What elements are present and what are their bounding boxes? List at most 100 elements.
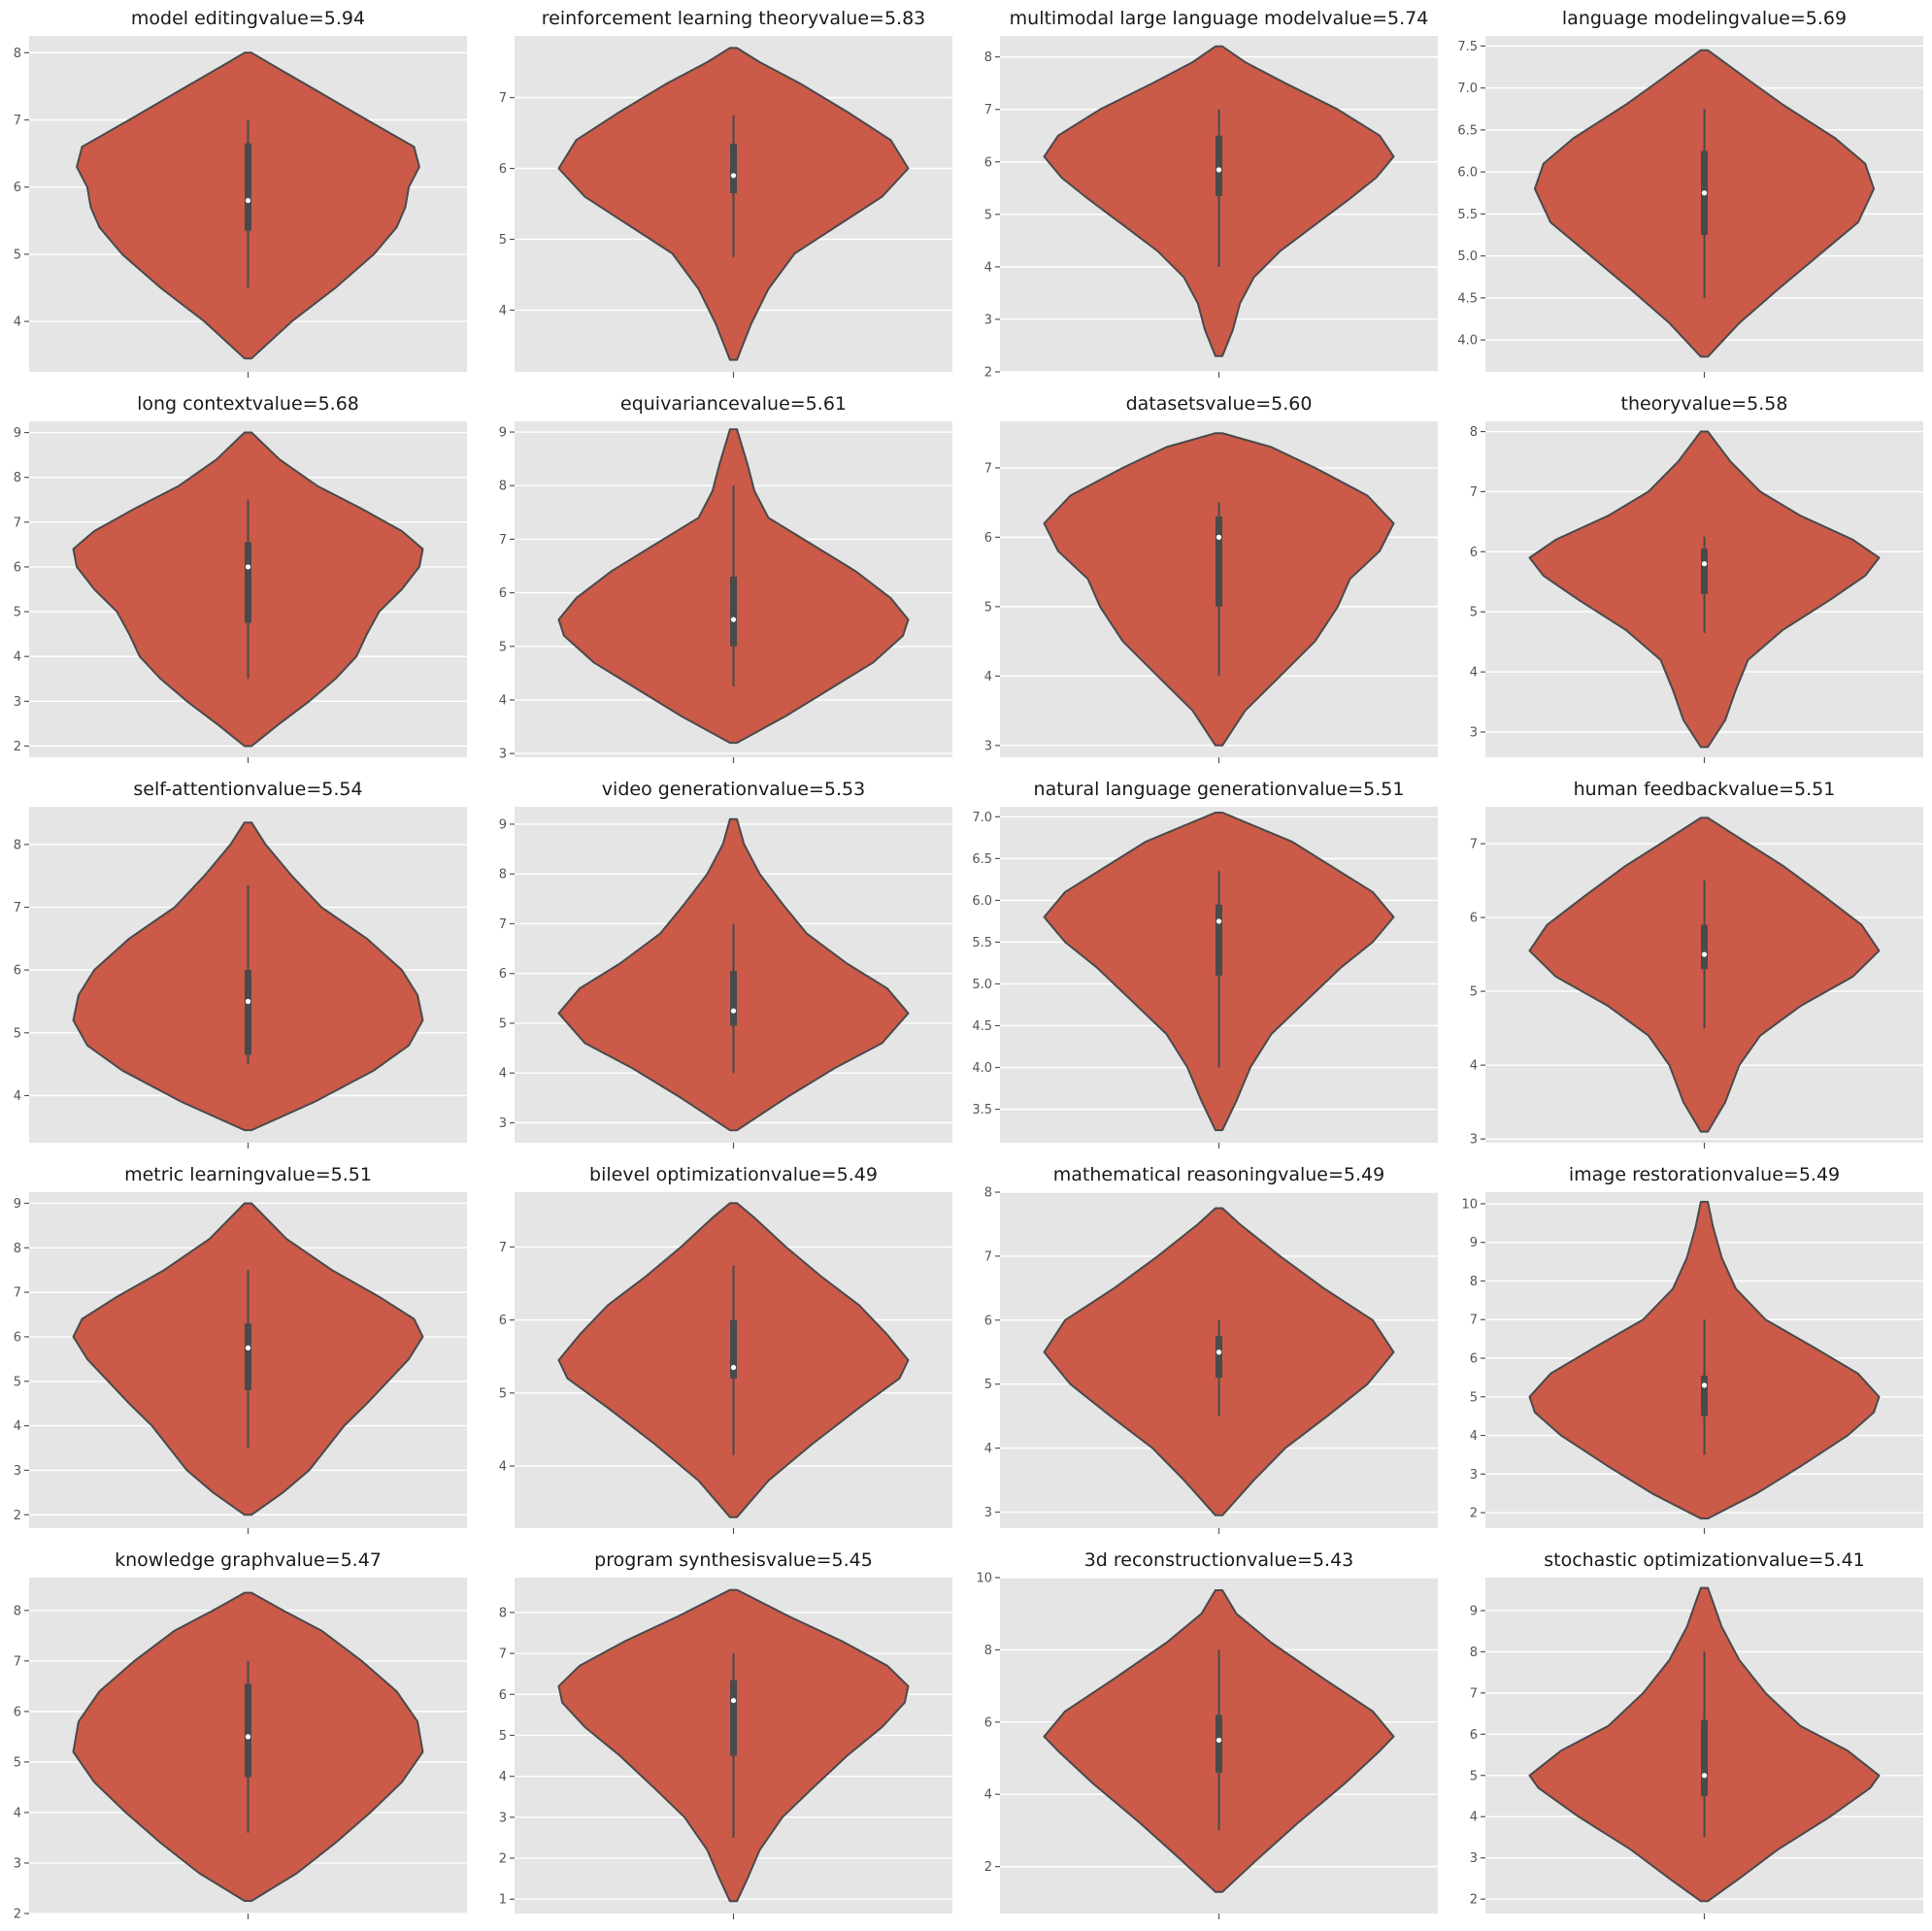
y-tick-label: 4 — [984, 670, 992, 684]
y-tick-label: 6 — [984, 531, 992, 546]
y-tick-label: 5 — [14, 1026, 21, 1041]
violin-panel-19: 2 4 6 8 10 3d reconstructionvalue=5.43 — [976, 1549, 1438, 1919]
y-tick-label: 4 — [1470, 1429, 1478, 1444]
y-tick-label: 7 — [984, 103, 992, 117]
y-tick-label: 2 — [984, 1860, 992, 1875]
y-tick-label: 5.0 — [1457, 250, 1478, 264]
violin-panel-4: 4.0 4.5 5.0 5.5 6.0 6.5 7.0 7.5 language modelin… — [1457, 8, 1923, 378]
y-tick-label: 4 — [499, 304, 507, 318]
median-dot — [1216, 1737, 1222, 1744]
y-tick-label: 4 — [984, 1442, 992, 1456]
y-tick-label: 9 — [499, 817, 507, 832]
y-tick-label: 9 — [14, 1197, 21, 1212]
y-tick-label: 8 — [14, 471, 21, 485]
panel-title: knowledge graphvalue=5.47 — [115, 1549, 382, 1571]
violin-panel-14: 4 5 6 7 bilevel optimizationvalue=5.49 — [499, 1164, 952, 1534]
y-tick-label: 7 — [1470, 838, 1478, 852]
y-tick-label: 7 — [14, 114, 21, 128]
y-tick-label: 3 — [14, 1856, 21, 1871]
y-tick-label: 6.5 — [1457, 123, 1478, 138]
violin-panel-8: 3 4 5 6 7 8 theoryvalue=5.58 — [1470, 393, 1923, 763]
y-tick-label: 4 — [14, 316, 21, 330]
y-tick-label: 5 — [984, 1378, 992, 1392]
panel-title: image restorationvalue=5.49 — [1569, 1164, 1840, 1185]
panel-title: theoryvalue=5.58 — [1621, 393, 1788, 415]
y-tick-label: 3 — [14, 1464, 21, 1479]
median-dot — [1701, 561, 1708, 567]
y-tick-label: 9 — [1470, 1236, 1478, 1250]
y-tick-label: 7 — [14, 1286, 21, 1301]
y-tick-label: 5 — [1470, 606, 1478, 620]
y-tick-label: 1 — [499, 1893, 507, 1908]
y-tick-label: 6 — [1470, 1728, 1478, 1743]
median-dot — [1216, 918, 1222, 924]
y-tick-label: 5 — [499, 1729, 507, 1744]
y-tick-label: 5 — [984, 600, 992, 615]
y-tick-label: 7 — [499, 1241, 507, 1255]
y-tick-label: 7 — [14, 516, 21, 530]
y-tick-label: 4 — [984, 1788, 992, 1803]
y-tick-label: 4 — [1470, 1811, 1478, 1825]
y-tick-label: 3 — [984, 1506, 992, 1520]
violin-panel-7: 3 4 5 6 7 datasetsvalue=5.60 — [984, 393, 1438, 763]
median-dot — [1701, 190, 1708, 196]
y-tick-label: 4.5 — [1457, 291, 1478, 306]
panel-title: 3d reconstructionvalue=5.43 — [1084, 1549, 1354, 1571]
y-tick-label: 2 — [14, 1908, 21, 1922]
y-tick-label: 3 — [499, 748, 507, 762]
y-tick-label: 6 — [499, 162, 507, 177]
median-dot — [245, 1345, 251, 1350]
y-tick-label: 8 — [1470, 1646, 1478, 1660]
y-tick-label: 5 — [1470, 1769, 1478, 1783]
y-tick-label: 5 — [499, 640, 507, 654]
y-tick-label: 7 — [499, 917, 507, 932]
panel-title: natural language generationvalue=5.51 — [1034, 779, 1405, 800]
y-tick-label: 8 — [499, 1606, 507, 1620]
panel-title: human feedbackvalue=5.51 — [1574, 779, 1836, 800]
median-dot — [1216, 534, 1222, 540]
y-tick-label: 8 — [14, 47, 21, 61]
y-tick-label: 6.0 — [972, 894, 992, 909]
violin-panel-17: 2 3 4 5 6 7 8 knowledge graphvalue=5.47 — [14, 1549, 467, 1922]
median-dot — [1216, 167, 1222, 173]
violin-panel-3: 2 3 4 5 6 7 8 multimodal large language modelva… — [984, 8, 1438, 381]
median-dot — [245, 998, 251, 1005]
y-tick-label: 6 — [14, 181, 21, 195]
y-tick-label: 6 — [984, 1715, 992, 1730]
panel-title: long contextvalue=5.68 — [137, 393, 359, 415]
y-tick-label: 9 — [499, 426, 507, 441]
y-tick-label: 3.5 — [972, 1103, 992, 1117]
violin-panel-15: 3 4 5 6 7 8 mathematical reasoningvalue=5.49 — [984, 1164, 1438, 1534]
y-tick-label: 4 — [984, 260, 992, 275]
panel-title: multimodal large language modelvalue=5.7… — [1010, 8, 1429, 29]
y-tick-label: 7 — [499, 91, 507, 106]
y-tick-label: 5 — [1470, 1390, 1478, 1405]
y-tick-label: 2 — [984, 366, 992, 381]
y-tick-label: 9 — [1470, 1604, 1478, 1618]
y-tick-label: 5.5 — [972, 936, 992, 950]
median-dot — [730, 1697, 737, 1704]
y-tick-label: 7 — [14, 901, 21, 916]
y-tick-label: 5 — [14, 1375, 21, 1389]
panel-title: self-attentionvalue=5.54 — [133, 779, 362, 800]
y-tick-label: 8 — [984, 1644, 992, 1658]
y-tick-label: 6 — [1470, 546, 1478, 560]
y-tick-label: 5 — [499, 1016, 507, 1031]
y-tick-label: 7 — [1470, 1314, 1478, 1328]
y-tick-label: 7 — [499, 533, 507, 548]
y-tick-label: 6 — [984, 1314, 992, 1328]
y-tick-label: 6 — [499, 1314, 507, 1328]
y-tick-label: 7 — [984, 461, 992, 476]
panel-title: language modelingvalue=5.69 — [1562, 8, 1847, 29]
y-tick-label: 8 — [984, 50, 992, 65]
panel-title: program synthesisvalue=5.45 — [594, 1549, 873, 1571]
y-tick-label: 2 — [1470, 1893, 1478, 1908]
y-tick-label: 9 — [14, 426, 21, 441]
y-tick-label: 10 — [976, 1572, 992, 1586]
y-tick-label: 7.0 — [972, 811, 992, 825]
y-tick-label: 3 — [1470, 1133, 1478, 1148]
panel-title: stochastic optimizationvalue=5.41 — [1544, 1549, 1865, 1571]
y-tick-label: 5 — [14, 248, 21, 262]
y-tick-label: 6 — [14, 1705, 21, 1719]
y-tick-label: 3 — [499, 1811, 507, 1825]
